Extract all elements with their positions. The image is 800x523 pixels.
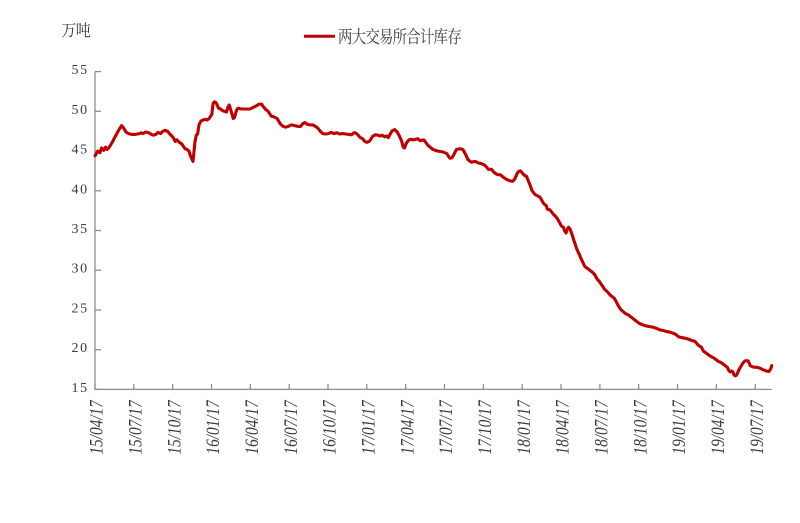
svg-text:16/10/17: 16/10/17 <box>319 399 340 455</box>
svg-text:40: 40 <box>71 182 88 197</box>
svg-text:18/07/17: 18/07/17 <box>591 399 612 455</box>
svg-text:50: 50 <box>71 103 88 118</box>
svg-text:35: 35 <box>71 222 88 237</box>
svg-text:18/10/17: 18/10/17 <box>630 399 651 455</box>
svg-text:30: 30 <box>71 262 88 277</box>
svg-text:16/04/17: 16/04/17 <box>241 399 262 455</box>
svg-text:19/04/17: 19/04/17 <box>708 399 729 455</box>
svg-text:17/04/17: 17/04/17 <box>397 399 418 455</box>
svg-text:18/01/17: 18/01/17 <box>513 399 534 455</box>
svg-text:17/10/17: 17/10/17 <box>475 399 496 455</box>
svg-text:17/01/17: 17/01/17 <box>358 399 379 455</box>
svg-text:16/07/17: 16/07/17 <box>280 399 301 455</box>
svg-text:15/04/17: 15/04/17 <box>86 399 107 455</box>
svg-text:55: 55 <box>71 63 88 78</box>
svg-text:45: 45 <box>71 143 88 158</box>
svg-text:15/07/17: 15/07/17 <box>125 399 146 455</box>
svg-text:25: 25 <box>71 302 88 317</box>
svg-text:19/07/17: 19/07/17 <box>746 399 767 455</box>
svg-text:17/07/17: 17/07/17 <box>436 399 457 455</box>
svg-text:15: 15 <box>71 381 88 396</box>
svg-text:18/04/17: 18/04/17 <box>552 399 573 455</box>
svg-text:20: 20 <box>71 341 88 356</box>
svg-text:15/10/17: 15/10/17 <box>164 399 185 455</box>
svg-text:16/01/17: 16/01/17 <box>203 399 224 455</box>
svg-text:19/01/17: 19/01/17 <box>669 399 690 455</box>
